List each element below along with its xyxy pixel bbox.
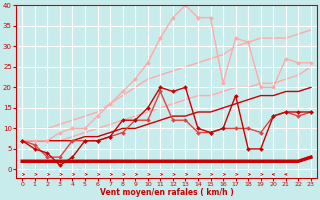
X-axis label: Vent moyen/en rafales ( km/h ): Vent moyen/en rafales ( km/h ) <box>100 188 234 197</box>
